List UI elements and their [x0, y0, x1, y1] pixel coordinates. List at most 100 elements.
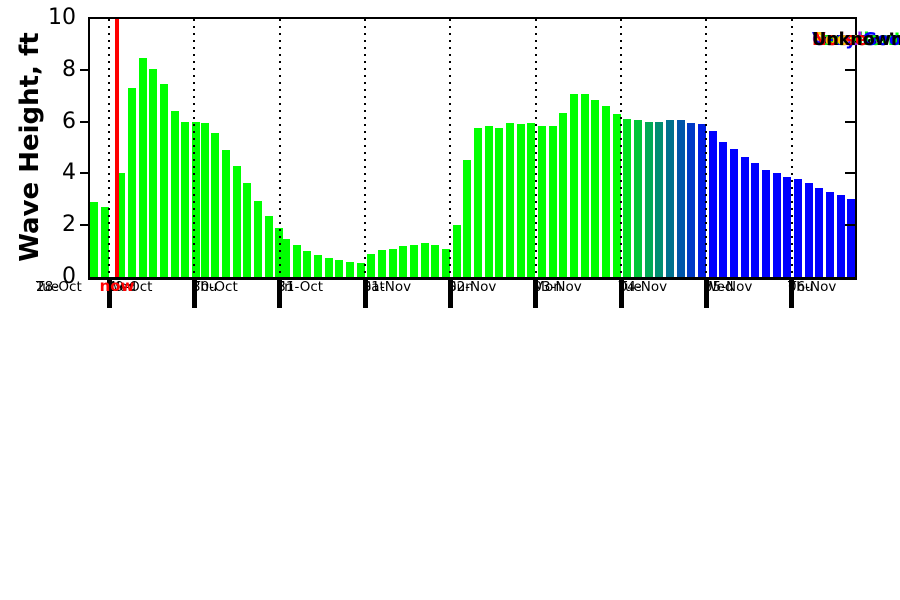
wave-bar: [751, 163, 760, 277]
left-axis-tick: [80, 224, 90, 227]
day-name: Tue: [36, 279, 60, 295]
wave-bar: [221, 150, 230, 277]
wave-bar: [804, 182, 813, 277]
legend-entry-good: Good: [812, 30, 863, 50]
day-date: 05-Nov: [704, 279, 753, 295]
day-boundary-gridline: [705, 19, 708, 277]
wave-bar: [783, 177, 792, 277]
day-separator-tick: [191, 280, 197, 308]
wave-bar: [708, 130, 717, 277]
wave-bar: [170, 111, 179, 277]
wave-bar: [548, 125, 557, 277]
wave-bar: [441, 248, 450, 277]
wave-bar: [847, 199, 855, 277]
wave-bar: [825, 191, 834, 277]
wave-bar: [181, 121, 190, 277]
day-date: 02-Nov: [448, 279, 497, 295]
wave-bar: [420, 243, 429, 277]
wave-bar: [591, 99, 600, 277]
day-boundary-gridline: [534, 19, 537, 277]
wave-bar: [612, 113, 621, 277]
wave-bar: [697, 124, 706, 277]
day-separator-tick: [447, 280, 453, 308]
wave-bar: [463, 160, 472, 277]
wave-bar: [623, 119, 632, 277]
y-tick-label: 8: [62, 56, 76, 82]
wave-bar: [232, 165, 241, 277]
wave-bar: [815, 187, 824, 277]
wave-bar: [191, 121, 200, 277]
day-boundary-gridline: [790, 19, 793, 277]
wave-bar: [687, 122, 696, 277]
day-boundary-gridline: [108, 19, 110, 277]
day-date: 03-Nov: [533, 279, 582, 295]
day-date: 06-Nov: [788, 279, 837, 295]
day-separator-tick: [618, 280, 624, 308]
wave-bar: [431, 244, 440, 277]
wave-bar: [740, 156, 749, 277]
day-boundary-gridline: [449, 19, 452, 277]
right-axis-tick: [845, 68, 855, 71]
legend-entry-poor: Poor: [812, 30, 858, 50]
day-separator-tick: [533, 280, 539, 308]
day-name: Thu: [788, 279, 814, 295]
day-name: Wed: [106, 279, 137, 295]
wave-bar: [655, 121, 664, 277]
wave-bar: [761, 169, 770, 277]
wave-bar: [676, 120, 685, 277]
legend-entry-unknown: Unknown: [812, 30, 900, 50]
wave-bar: [793, 178, 802, 277]
left-axis-tick: [80, 172, 90, 175]
day-separator-tick: [362, 280, 368, 308]
day-name: Mon: [533, 279, 562, 295]
wave-bar: [324, 257, 333, 277]
day-date: 04-Nov: [618, 279, 668, 295]
wave-bar: [719, 142, 728, 277]
day-separator-tick: [277, 280, 283, 308]
legend-entry-very-good: Very Good: [812, 30, 900, 50]
wave-bar: [243, 182, 252, 277]
day-boundary-gridline: [620, 19, 622, 277]
left-axis-tick: [80, 120, 90, 123]
y-tick-label: 10: [48, 5, 76, 30]
left-axis-tick: [80, 68, 90, 71]
day-date: 01-Nov: [362, 279, 412, 295]
y-tick-label: 4: [62, 160, 76, 186]
day-name: Sat: [362, 279, 385, 295]
day-name: Sun: [448, 279, 474, 295]
wave-bar: [729, 148, 738, 277]
wave-bar: [138, 58, 147, 277]
wave-bar: [117, 173, 126, 277]
wave-bar: [409, 244, 418, 277]
legend-title: Forecast Accuracy: [812, 30, 900, 50]
now-label: now: [99, 277, 135, 295]
wave-bar: [399, 245, 408, 277]
day-separator-tick: [106, 280, 112, 308]
day-separator-tick: [703, 280, 709, 308]
wave-bar: [345, 261, 354, 277]
day-name: Tue: [618, 279, 642, 295]
wave-bar: [527, 122, 536, 277]
y-tick-label: 6: [62, 108, 76, 134]
wave-bar: [89, 201, 98, 277]
wave-bar: [569, 94, 578, 277]
wave-bar: [836, 195, 845, 277]
legend-entry-excellent: Excellent: [812, 30, 900, 50]
wave-bar: [356, 262, 365, 277]
day-date: 28-Oct: [36, 279, 82, 295]
wave-bar: [484, 125, 493, 277]
wave-bar: [303, 251, 312, 277]
wave-bar: [377, 249, 386, 277]
wave-bar: [633, 120, 642, 277]
wave-bar: [580, 94, 589, 277]
wave-bar: [100, 207, 109, 277]
wave-bar: [537, 125, 546, 277]
wave-bar: [559, 112, 568, 277]
wave-bar: [367, 253, 376, 277]
y-tick-label: 0: [62, 264, 76, 289]
now-line: [115, 19, 119, 277]
